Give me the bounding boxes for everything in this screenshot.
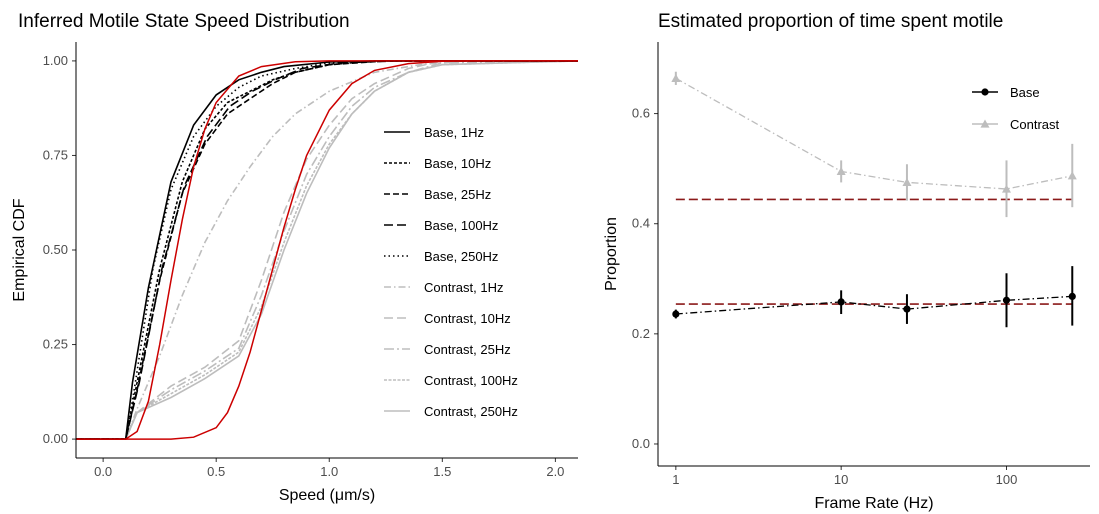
right-reference-lines	[675, 198, 1073, 305]
right-series-layer	[671, 71, 1077, 328]
cdf-line-contrast-250hz	[76, 60, 579, 440]
left-x-tick-label: 2.0	[546, 464, 564, 479]
right-y-axis-title: Proportion	[603, 217, 620, 291]
left-y-tick-label: 1.00	[43, 53, 68, 68]
left-series-layer	[76, 60, 579, 440]
right-y-tick-label: 0.4	[632, 216, 650, 231]
left-y-tick-label: 0.75	[43, 147, 68, 162]
data-point	[837, 298, 845, 306]
legend-item-base-100hz: Base, 100Hz	[384, 218, 498, 233]
right-legend: Base Contrast	[972, 85, 1060, 132]
right-chart-title: Estimated proportion of time spent motil…	[658, 11, 1003, 32]
legend-label: Contrast, 10Hz	[424, 311, 511, 326]
legend-label: Base, 250Hz	[424, 249, 498, 264]
left-chart-title: Inferred Motile State Speed Distribution	[18, 11, 350, 32]
legend-label: Base, 25Hz	[424, 187, 491, 202]
legend-item-contrast-25hz: Contrast, 25Hz	[384, 342, 511, 357]
legend-marker	[980, 119, 990, 128]
legend-marker	[981, 88, 989, 96]
left-chart-panel: Inferred Motile State Speed Distribution…	[11, 11, 579, 504]
right-chart-panel: Estimated proportion of time spent motil…	[603, 11, 1090, 512]
series-line-base	[675, 295, 1073, 315]
data-point	[903, 305, 911, 313]
left-y-axis-title: Empirical CDF	[11, 198, 28, 301]
left-x-axis-title: Speed (μm/s)	[279, 487, 375, 504]
data-point	[836, 166, 846, 176]
legend-item-base: Base	[972, 85, 1040, 100]
cdf-line-base-10hz	[76, 60, 578, 440]
cdf-line-contrast-1hz	[76, 60, 578, 440]
left-x-tick-label: 1.0	[320, 464, 338, 479]
legend-item-contrast-250hz: Contrast, 250Hz	[384, 404, 518, 419]
legend-item-contrast-1hz: Contrast, 1Hz	[384, 280, 503, 295]
legend-label: Contrast, 100Hz	[424, 373, 518, 388]
right-x-tick-label: 1	[672, 472, 679, 487]
legend-item-base-1hz: Base, 1Hz	[384, 125, 484, 140]
legend-item-contrast-100hz: Contrast, 100Hz	[384, 373, 518, 388]
cdf-line-fitted-11	[76, 60, 578, 440]
legend-label: Contrast, 1Hz	[424, 280, 503, 295]
left-y-tick-label: 0.25	[43, 337, 68, 352]
legend-item-base-25hz: Base, 25Hz	[384, 187, 491, 202]
right-x-axis-title: Frame Rate (Hz)	[814, 495, 933, 512]
left-x-tick-label: 0.0	[94, 464, 112, 479]
legend-label: Base, 1Hz	[424, 125, 484, 140]
legend-item-base-10hz: Base, 10Hz	[384, 156, 491, 171]
legend-label: Contrast	[1010, 117, 1060, 132]
right-x-tick-label: 10	[834, 472, 848, 487]
legend-item-base-250hz: Base, 250Hz	[384, 249, 498, 264]
data-point	[1001, 184, 1011, 193]
right-tick-layer: 1 10 100 0.0 0.2 0.4 0.6	[632, 106, 1017, 487]
right-y-tick-label: 0.0	[632, 436, 650, 451]
left-x-tick-label: 1.5	[433, 464, 451, 479]
legend-label: Base, 100Hz	[424, 218, 498, 233]
legend-label: Contrast, 250Hz	[424, 404, 518, 419]
data-point	[1068, 292, 1076, 300]
series-base	[672, 266, 1076, 328]
data-point	[1002, 296, 1011, 304]
cdf-line-base-100hz	[76, 60, 578, 440]
right-x-tick-label: 100	[996, 472, 1018, 487]
data-point	[671, 73, 681, 82]
legend-label: Contrast, 25Hz	[424, 342, 511, 357]
legend-label: Base, 10Hz	[424, 156, 491, 171]
data-point	[902, 177, 912, 187]
cdf-line-contrast-10hz	[76, 60, 578, 440]
left-tick-layer: 0.0 0.5 1.0 1.5 2.0 0.00 0.25 0.50 0.75 1.00	[43, 53, 565, 479]
legend-label: Base	[1010, 85, 1040, 100]
left-legend: Base, 1Hz Base, 10Hz Base, 25Hz Base, 100Hz…	[384, 125, 518, 419]
legend-item-contrast-10hz: Contrast, 10Hz	[384, 311, 511, 326]
right-y-tick-label: 0.2	[632, 326, 650, 341]
left-y-tick-label: 0.50	[43, 242, 68, 257]
cdf-line-base-250hz	[76, 60, 578, 440]
left-x-tick-label: 0.5	[207, 464, 225, 479]
cdf-line-fitted-10	[76, 60, 578, 440]
data-point	[1067, 171, 1077, 180]
data-point	[672, 310, 680, 318]
legend-item-contrast: Contrast	[972, 117, 1060, 132]
right-y-tick-label: 0.6	[632, 106, 650, 121]
cdf-line-contrast-25hz	[76, 60, 579, 440]
left-y-tick-label: 0.00	[43, 431, 68, 446]
series-contrast	[671, 71, 1077, 218]
